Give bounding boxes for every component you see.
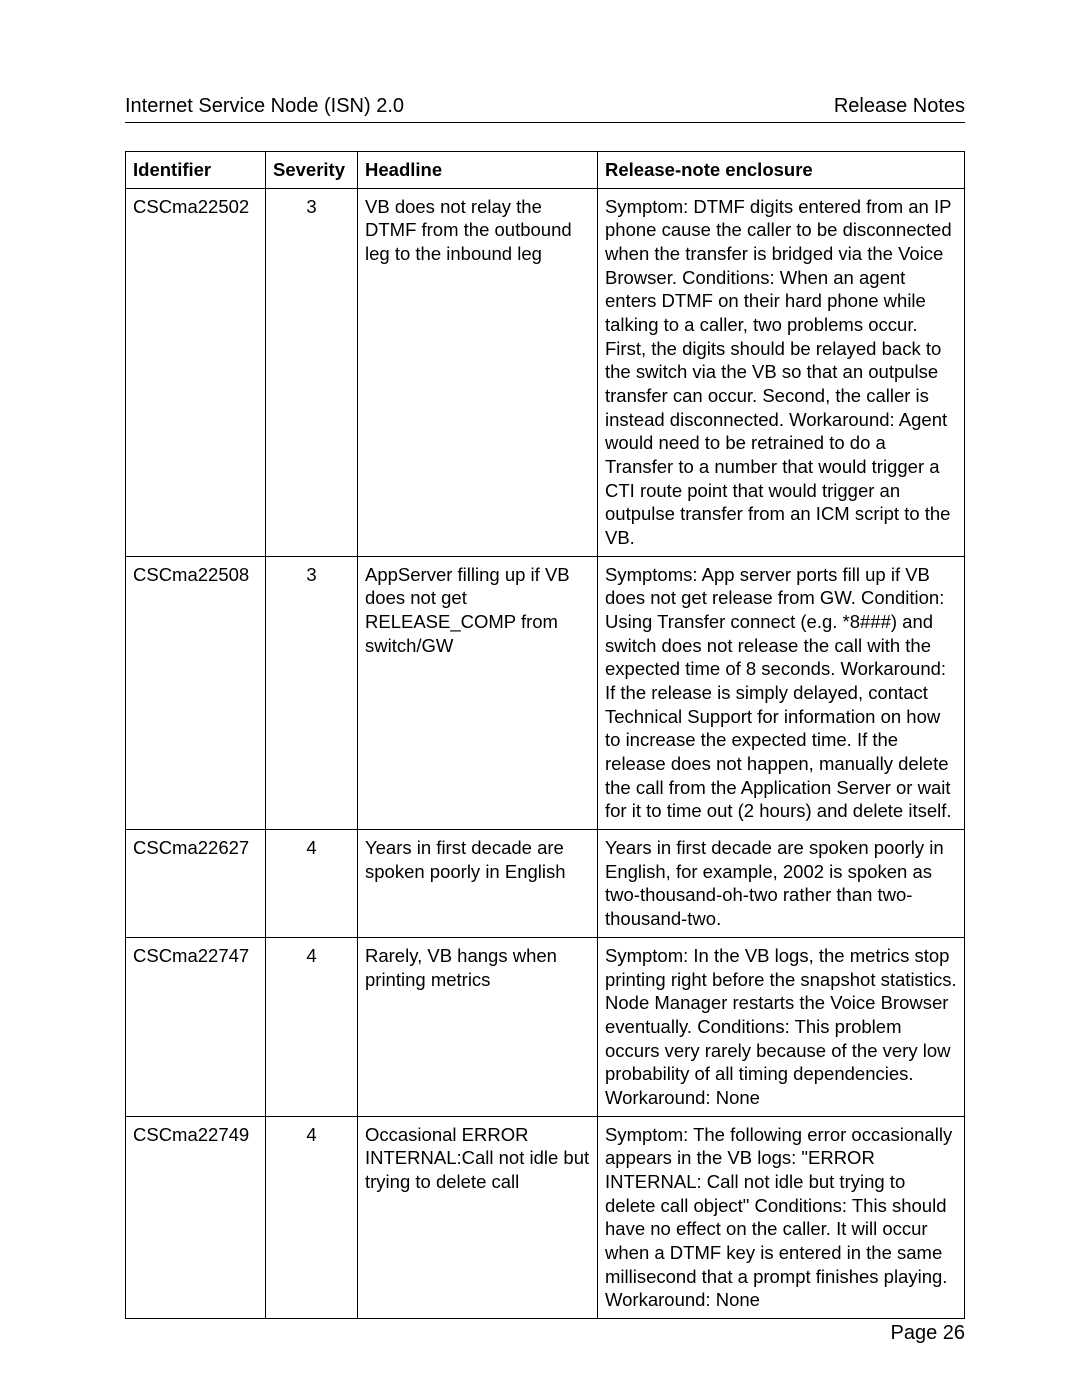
cell-enclosure: Years in first decade are spoken poorly … — [598, 830, 965, 938]
cell-severity: 4 — [266, 830, 358, 938]
cell-severity: 4 — [266, 1116, 358, 1318]
cell-identifier: CSCma22502 — [126, 188, 266, 556]
cell-enclosure: Symptoms: App server ports fill up if VB… — [598, 556, 965, 829]
cell-severity: 3 — [266, 188, 358, 556]
cell-enclosure: Symptom: The following error occasionall… — [598, 1116, 965, 1318]
table-row: CSCma22508 3 AppServer filling up if VB … — [126, 556, 965, 829]
cell-headline: Rarely, VB hangs when printing metrics — [358, 937, 598, 1116]
page-number: Page 26 — [890, 1322, 965, 1345]
defects-table: Identifier Severity Headline Release-not… — [125, 151, 965, 1319]
cell-enclosure: Symptom: In the VB logs, the metrics sto… — [598, 937, 965, 1116]
col-headline: Headline — [358, 152, 598, 189]
cell-headline: AppServer filling up if VB does not get … — [358, 556, 598, 829]
header-left: Internet Service Node (ISN) 2.0 — [125, 95, 404, 118]
table-header-row: Identifier Severity Headline Release-not… — [126, 152, 965, 189]
header-right: Release Notes — [834, 95, 965, 118]
cell-identifier: CSCma22749 — [126, 1116, 266, 1318]
cell-severity: 3 — [266, 556, 358, 829]
table-row: CSCma22749 4 Occasional ERROR INTERNAL:C… — [126, 1116, 965, 1318]
cell-identifier: CSCma22747 — [126, 937, 266, 1116]
cell-headline: VB does not relay the DTMF from the outb… — [358, 188, 598, 556]
table-row: CSCma22747 4 Rarely, VB hangs when print… — [126, 937, 965, 1116]
col-identifier: Identifier — [126, 152, 266, 189]
col-severity: Severity — [266, 152, 358, 189]
cell-severity: 4 — [266, 937, 358, 1116]
page-header: Internet Service Node (ISN) 2.0 Release … — [125, 95, 965, 123]
cell-headline: Occasional ERROR INTERNAL:Call not idle … — [358, 1116, 598, 1318]
table-row: CSCma22627 4 Years in first decade are s… — [126, 830, 965, 938]
cell-identifier: CSCma22627 — [126, 830, 266, 938]
table-row: CSCma22502 3 VB does not relay the DTMF … — [126, 188, 965, 556]
col-enclosure: Release-note enclosure — [598, 152, 965, 189]
cell-enclosure: Symptom: DTMF digits entered from an IP … — [598, 188, 965, 556]
page: Internet Service Node (ISN) 2.0 Release … — [0, 0, 1080, 1397]
cell-headline: Years in first decade are spoken poorly … — [358, 830, 598, 938]
cell-identifier: CSCma22508 — [126, 556, 266, 829]
